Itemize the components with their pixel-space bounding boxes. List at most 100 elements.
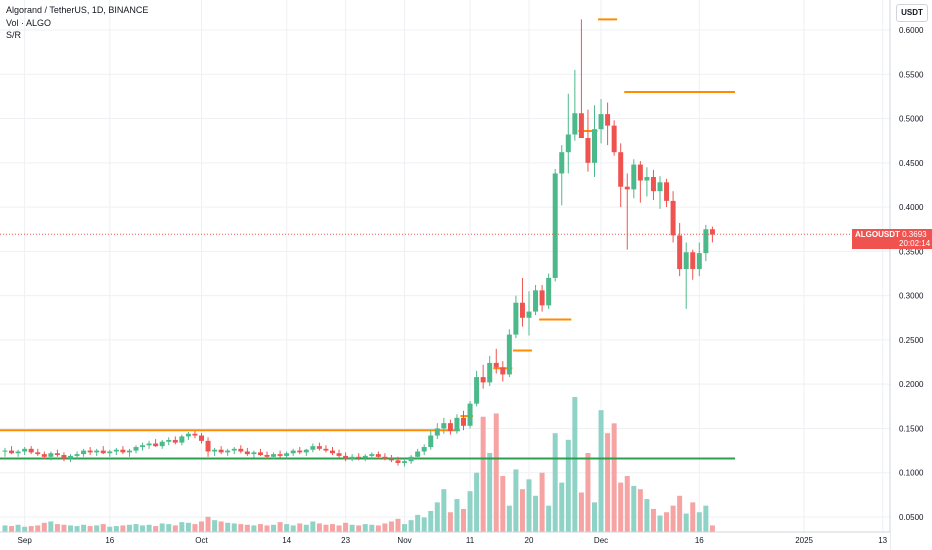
candle-body bbox=[120, 449, 126, 453]
y-tick-label: 0.4000 bbox=[899, 203, 924, 212]
candle-body bbox=[388, 458, 394, 461]
volume-bar bbox=[81, 524, 87, 532]
candle-body bbox=[611, 125, 617, 153]
y-tick-label: 0.1500 bbox=[899, 424, 924, 433]
candle-body bbox=[290, 450, 296, 454]
volume-bar bbox=[480, 416, 486, 532]
volume-bar bbox=[552, 433, 558, 532]
candle-body bbox=[81, 450, 87, 455]
y-tick-label: 0.5500 bbox=[899, 70, 924, 79]
volume-bar bbox=[375, 525, 381, 532]
volume-indicator-label[interactable]: Vol · ALGO bbox=[6, 17, 52, 28]
volume-bar bbox=[467, 491, 473, 532]
candle-body bbox=[408, 456, 414, 462]
volume-bar bbox=[244, 524, 250, 532]
volume-bar bbox=[264, 525, 270, 532]
volume-bar bbox=[205, 516, 211, 532]
candle-body bbox=[362, 455, 368, 458]
volume-bar bbox=[519, 489, 525, 532]
volume-bar bbox=[605, 433, 611, 532]
symbol-title[interactable]: Algorand / TetherUS, 1D, BINANCE bbox=[6, 5, 149, 15]
currency-unit-button[interactable]: USDT bbox=[896, 4, 928, 22]
volume-bar bbox=[100, 524, 106, 532]
y-tick-label: 0.4500 bbox=[899, 159, 924, 168]
volume-bar bbox=[271, 524, 277, 532]
candle-body bbox=[402, 461, 408, 463]
time-axis[interactable] bbox=[0, 532, 890, 550]
candle-body bbox=[113, 449, 119, 452]
volume-bar bbox=[54, 524, 60, 532]
volume-bar bbox=[41, 522, 47, 532]
volume-bar bbox=[428, 510, 434, 532]
candle-body bbox=[48, 453, 54, 457]
candle-body bbox=[624, 186, 630, 190]
x-tick-label: 2025 bbox=[795, 536, 813, 545]
candle-body bbox=[657, 182, 663, 192]
volume-bar bbox=[546, 505, 552, 532]
volume-bar bbox=[48, 521, 54, 532]
candle-body bbox=[598, 114, 604, 130]
volume-bar bbox=[670, 505, 676, 532]
volume-bar bbox=[238, 524, 244, 532]
price-tag-symbol: ALGOUSDT bbox=[855, 230, 900, 239]
volume-bar bbox=[316, 523, 322, 532]
candle-body bbox=[670, 200, 676, 236]
volume-bar bbox=[199, 521, 204, 532]
candle-body bbox=[618, 152, 624, 187]
candle-body bbox=[35, 452, 41, 455]
volume-bar bbox=[225, 522, 231, 532]
volume-bar bbox=[500, 476, 506, 532]
volume-bar bbox=[637, 489, 643, 532]
price-tag-price: 0.3693 bbox=[902, 230, 927, 239]
volume-bar bbox=[120, 525, 126, 532]
volume-bar bbox=[585, 452, 591, 532]
volume-bar bbox=[28, 526, 34, 532]
y-tick-label: 0.6000 bbox=[899, 26, 924, 35]
volume-bar bbox=[572, 397, 578, 532]
volume-bar bbox=[650, 508, 656, 532]
volume-bar bbox=[578, 492, 584, 532]
candle-body bbox=[199, 435, 204, 441]
candle-body bbox=[539, 290, 545, 306]
volume-bar bbox=[153, 526, 159, 532]
candle-body bbox=[323, 448, 329, 451]
candle-body bbox=[153, 443, 159, 447]
y-tick-label: 0.5000 bbox=[899, 115, 924, 124]
candle-body bbox=[369, 454, 375, 456]
candle-body bbox=[303, 449, 309, 453]
candle-body bbox=[166, 439, 172, 442]
candle-body bbox=[257, 452, 263, 456]
volume-bar bbox=[657, 515, 663, 532]
volume-bar bbox=[107, 526, 113, 532]
candle-body bbox=[277, 454, 283, 456]
candle-body bbox=[271, 454, 277, 457]
volume-bar bbox=[539, 472, 545, 532]
sr-indicator-label[interactable]: S/R bbox=[6, 30, 22, 40]
volume-bar bbox=[22, 526, 28, 532]
y-tick-label: 0.2000 bbox=[899, 380, 924, 389]
volume-bar bbox=[690, 502, 696, 532]
candle-body bbox=[87, 450, 93, 453]
volume-bar bbox=[533, 495, 539, 532]
volume-bar bbox=[15, 524, 21, 532]
volume-bar bbox=[703, 505, 709, 532]
candle-body bbox=[506, 334, 512, 375]
volume-bar bbox=[185, 522, 191, 532]
candle-body bbox=[251, 452, 257, 455]
candle-body bbox=[572, 113, 578, 135]
candle-body bbox=[644, 176, 650, 181]
volume-bar bbox=[126, 524, 132, 532]
candle-body bbox=[330, 450, 335, 454]
candle-body bbox=[28, 448, 34, 453]
volume-bar bbox=[303, 524, 309, 532]
candle-body bbox=[434, 428, 440, 436]
candle-body bbox=[696, 253, 702, 270]
price-axis[interactable] bbox=[890, 0, 932, 550]
candle-body bbox=[637, 164, 643, 181]
candle-body bbox=[500, 367, 506, 375]
y-tick-label: 0.3500 bbox=[899, 247, 924, 256]
candle-body bbox=[133, 447, 139, 451]
volume-bar bbox=[61, 524, 67, 532]
candle-body bbox=[218, 449, 224, 453]
